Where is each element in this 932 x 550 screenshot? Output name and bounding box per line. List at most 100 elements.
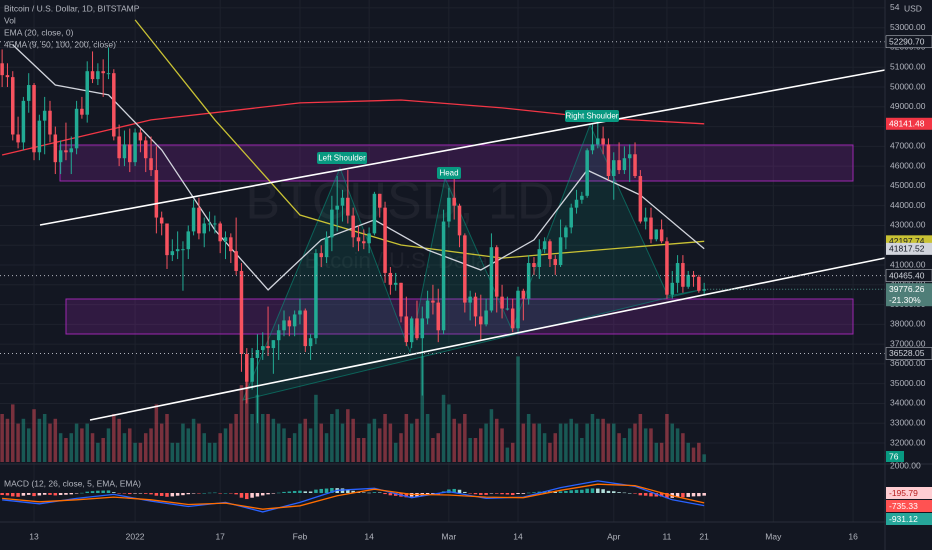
- candle-body: [356, 237, 361, 242]
- candle-body: [463, 235, 467, 303]
- candle-body: [234, 251, 238, 271]
- volume-bar: [346, 409, 350, 462]
- support-zone: [65, 298, 854, 335]
- macd-bar: [601, 489, 605, 493]
- volume-bar: [250, 414, 254, 462]
- macd-bar: [612, 491, 616, 493]
- volume-bar: [489, 409, 494, 462]
- candle-body: [5, 75, 10, 78]
- y-tick-label: 53000.00: [890, 22, 926, 32]
- volume-bar: [53, 418, 58, 462]
- candle-body: [37, 120, 42, 153]
- candle-body: [675, 263, 680, 283]
- candle-body: [377, 193, 382, 208]
- volume-bar: [686, 442, 690, 462]
- volume-bar: [356, 438, 361, 462]
- annotation: Left Shoulder: [318, 154, 366, 163]
- volume-bar: [564, 423, 568, 462]
- candle-body: [670, 282, 675, 295]
- volume-bar: [218, 433, 222, 462]
- annotation: Right Shoulder: [566, 112, 619, 121]
- volume-bar: [415, 418, 419, 462]
- macd-bar: [393, 493, 398, 496]
- volume-bar: [128, 428, 132, 462]
- macd-bar: [362, 492, 366, 493]
- volume-bar: [404, 414, 409, 462]
- volume-bar: [330, 414, 334, 462]
- candle-body: [340, 197, 345, 206]
- volume-bar: [175, 442, 180, 462]
- candle-body: [218, 223, 222, 242]
- candle-body: [633, 154, 637, 177]
- candle-body: [479, 316, 483, 325]
- macd-bar: [207, 492, 212, 494]
- macd-bar: [377, 492, 382, 493]
- macd-bar: [606, 490, 611, 493]
- macd-bar: [484, 493, 488, 495]
- volume-label-box: [886, 451, 904, 462]
- macd-bar: [143, 493, 148, 494]
- volume-bar: [149, 428, 153, 462]
- candle-body: [106, 73, 111, 75]
- macd-bar: [21, 493, 26, 496]
- volume-bar: [308, 428, 313, 462]
- volume-bar: [186, 428, 191, 462]
- candle-body: [181, 249, 185, 251]
- macd-bar: [122, 493, 127, 494]
- volume-bar: [181, 423, 185, 462]
- candle-body: [133, 132, 137, 163]
- macd-bar: [112, 492, 116, 493]
- macd-bar: [175, 493, 180, 496]
- volume-bar: [425, 414, 430, 462]
- candle-body: [74, 108, 79, 149]
- candle-body: [420, 318, 425, 339]
- y-tick-label: 43000.00: [890, 220, 926, 230]
- volume-bar: [665, 414, 669, 462]
- macd-bar: [128, 493, 132, 495]
- macd-value-label: -735.33: [889, 501, 918, 511]
- macd-bar: [202, 493, 206, 494]
- candle-body: [149, 158, 153, 171]
- volume-bar: [223, 428, 228, 462]
- candle-body: [85, 71, 89, 115]
- candle-body: [239, 270, 244, 355]
- volume-bar: [463, 414, 467, 462]
- volume-bar: [101, 438, 105, 462]
- currency: USD: [904, 3, 922, 13]
- volume-bar: [537, 423, 542, 462]
- volume-bar: [659, 442, 664, 462]
- candle-body: [271, 340, 276, 349]
- macd-bar: [675, 493, 680, 498]
- candle-body: [404, 316, 409, 343]
- volume-bar: [303, 418, 308, 462]
- volume-bar: [420, 356, 425, 462]
- macd-bar: [26, 493, 31, 495]
- volume-bar: [90, 433, 95, 462]
- volume-bar: [170, 442, 175, 462]
- y-tick-label: 51000.00: [890, 61, 926, 71]
- candle-body: [330, 209, 334, 238]
- candle-body: [553, 259, 558, 266]
- candle-body: [510, 308, 515, 329]
- candle-body: [298, 310, 302, 315]
- volume-bar: [245, 375, 249, 462]
- x-tick-label: 13: [29, 531, 39, 541]
- candle-body: [122, 144, 127, 159]
- candle-body: [473, 296, 478, 317]
- volume-bar: [319, 423, 323, 462]
- volume-bar: [377, 428, 382, 462]
- macd-bar: [271, 493, 276, 494]
- price-label: 36528.05: [889, 348, 925, 358]
- candle-body: [26, 85, 31, 101]
- macd-bar: [298, 490, 302, 493]
- volume-bar: [351, 418, 355, 462]
- macd-bar: [276, 492, 281, 494]
- volume-bar: [691, 447, 696, 462]
- candle-body: [686, 274, 690, 287]
- macd-bar: [292, 490, 297, 493]
- volume-bar: [16, 423, 20, 462]
- ema-line: [134, 19, 705, 259]
- volume-bar: [622, 438, 627, 462]
- ema-value-label: 48141.48: [889, 119, 925, 129]
- volume-bar: [287, 438, 292, 462]
